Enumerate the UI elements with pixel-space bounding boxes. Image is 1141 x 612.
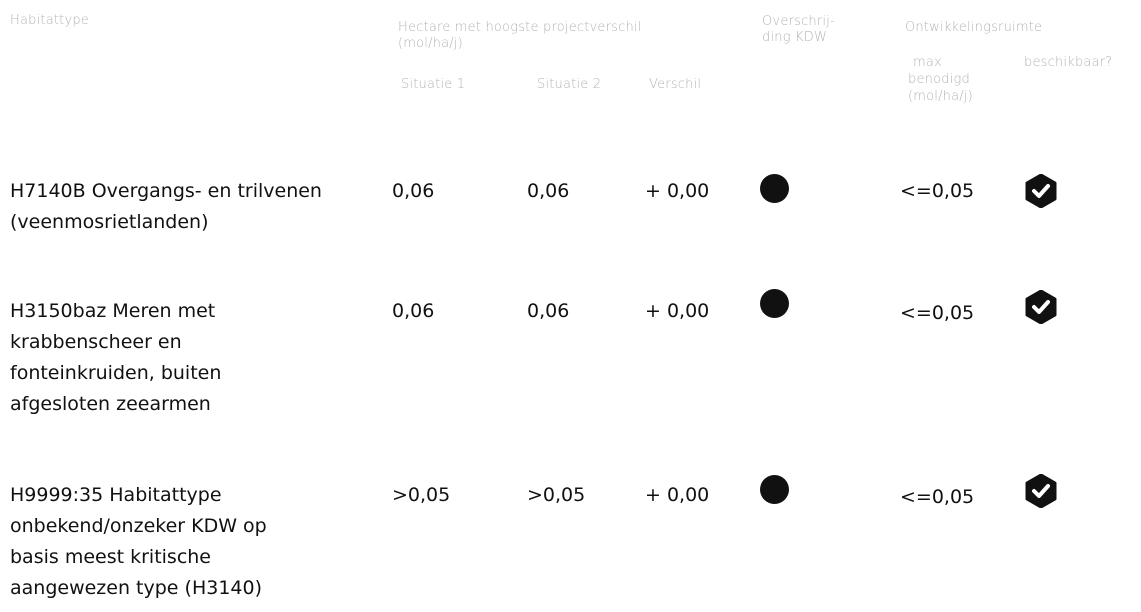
hexagon-check-icon	[1024, 174, 1058, 208]
header-habitattype: Habitattype	[10, 13, 90, 28]
header-hectare-unit: (mol/ha/j)	[398, 36, 463, 51]
value-situatie-1: >0,05	[392, 484, 451, 506]
value-verschil: + 0,00	[645, 180, 710, 202]
header-situatie-2: Situatie 2	[537, 77, 602, 92]
hexagon-check-icon	[1024, 474, 1058, 508]
value-situatie-1: 0,06	[392, 300, 435, 322]
value-situatie-2: 0,06	[527, 180, 570, 202]
header-overschrijding-line2: ding KDW	[762, 30, 828, 45]
overschrijding-dot-icon	[760, 174, 789, 203]
overschrijding-dot-icon	[760, 475, 789, 504]
value-verschil: + 0,00	[645, 300, 710, 322]
header-max-line1: max	[913, 55, 942, 70]
habitat-name: H9999:35 Habitattype onbekend/onzeker KD…	[10, 484, 267, 599]
habitat-name: H3150baz Meren met krabbenscheer en font…	[10, 300, 222, 415]
value-situatie-2: 0,06	[527, 300, 570, 322]
value-situatie-1: 0,06	[392, 180, 435, 202]
value-max-benodigd: <=0,05	[900, 180, 975, 202]
header-hectare-group: Hectare met hoogste projectverschil	[398, 20, 642, 35]
habitat-name: H7140B Overgangs- en trilvenen (veenmosr…	[10, 180, 322, 233]
header-max-line2: benodigd	[908, 72, 970, 87]
header-beschikbaar: beschikbaar?	[1024, 55, 1113, 70]
header-max-line3: (mol/ha/j)	[908, 89, 973, 104]
header-overschrijding-line1: Overschrij-	[762, 14, 835, 29]
header-verschil: Verschil	[649, 77, 702, 92]
overschrijding-dot-icon	[760, 289, 789, 318]
value-verschil: + 0,00	[645, 484, 710, 506]
hexagon-check-icon	[1024, 290, 1058, 324]
value-max-benodigd: <=0,05	[900, 486, 975, 508]
value-situatie-2: >0,05	[527, 484, 586, 506]
header-situatie-1: Situatie 1	[401, 77, 466, 92]
value-max-benodigd: <=0,05	[900, 302, 975, 324]
header-ontwikkelingsruimte: Ontwikkelingsruimte	[905, 20, 1043, 35]
